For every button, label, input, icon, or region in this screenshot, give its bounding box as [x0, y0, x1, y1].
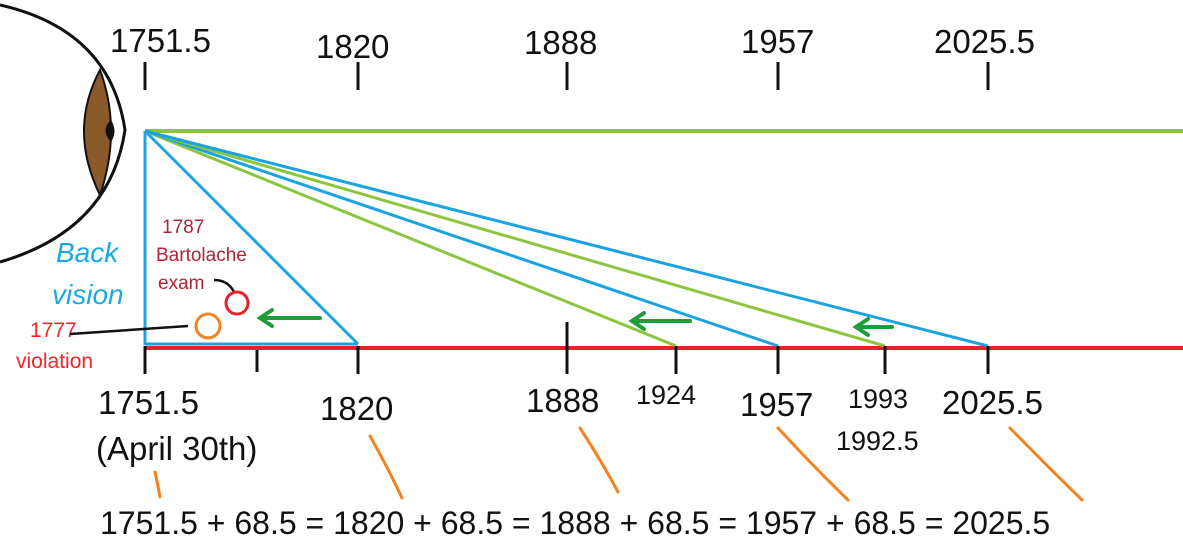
bottom-label-april: (April 30th) [96, 430, 257, 467]
sight-line-2025 [144, 129, 989, 348]
bottom-label-1924: 1924 [636, 380, 696, 410]
eye-icon [0, 3, 127, 264]
orange-connectors [153, 426, 1084, 502]
top-label-1957: 1957 [741, 23, 814, 60]
bottom-label-2025: 2025.5 [942, 384, 1043, 421]
bartolache-year: 1787 [162, 217, 204, 238]
bottom-label-1957: 1957 [740, 386, 813, 423]
top-tick-labels: 1751.5 1820 1888 1957 2025.5 [110, 22, 1035, 65]
sight-line-1993 [144, 129, 886, 348]
bartolache-event: 1787 Bartolache exam [156, 217, 250, 316]
top-label-1751: 1751.5 [110, 22, 211, 59]
bottom-label-1820: 1820 [320, 390, 393, 427]
sight-line-1924 [144, 129, 677, 348]
bottom-tick-labels: 1751.5 (April 30th) 1820 1888 1924 1957 … [96, 380, 1043, 467]
violation-word: violation [16, 350, 93, 373]
bartolache-name: Bartolache [156, 245, 247, 266]
arrow-left-icon [628, 311, 692, 331]
top-label-1888: 1888 [524, 24, 597, 61]
bottom-label-1888: 1888 [526, 382, 599, 419]
back-vision-label-line1: Back [56, 237, 120, 268]
arrow-left-icon [852, 317, 894, 337]
violation-marker [194, 312, 222, 340]
top-label-2025: 2025.5 [934, 23, 1035, 60]
violation-year: 1777 [30, 319, 77, 342]
sight-line-1957 [144, 129, 779, 348]
arrow-left-icon [256, 308, 322, 328]
bartolache-marker [224, 290, 250, 316]
bartolache-exam: exam [158, 273, 204, 294]
top-ticks [143, 62, 990, 90]
violation-event: 1777 violation [16, 312, 222, 373]
green-arrows [256, 308, 894, 337]
top-label-1820: 1820 [316, 28, 389, 65]
sight-line-1820 [143, 129, 360, 346]
bottom-label-1993: 1993 [848, 384, 908, 414]
bottom-label-1751: 1751.5 [98, 384, 199, 421]
bottom-label-1992-5: 1992.5 [836, 426, 919, 456]
formula-text: 1751.5 + 68.5 = 1820 + 68.5 = 1888 + 68.… [100, 505, 1050, 541]
bottom-ticks [143, 322, 990, 374]
back-vision-label-line2: vision [52, 279, 124, 310]
